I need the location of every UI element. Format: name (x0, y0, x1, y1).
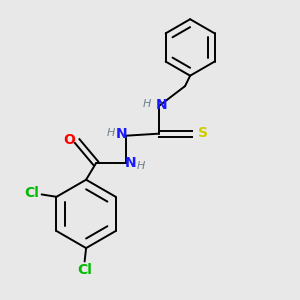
Text: H: H (106, 128, 115, 138)
Text: H: H (143, 99, 151, 109)
Text: O: O (63, 133, 75, 147)
Text: Cl: Cl (24, 186, 39, 200)
Text: Cl: Cl (77, 263, 92, 277)
Text: N: N (155, 98, 167, 112)
Text: N: N (116, 127, 128, 141)
Text: H: H (136, 161, 145, 171)
Text: N: N (125, 156, 137, 170)
Text: S: S (198, 126, 208, 140)
